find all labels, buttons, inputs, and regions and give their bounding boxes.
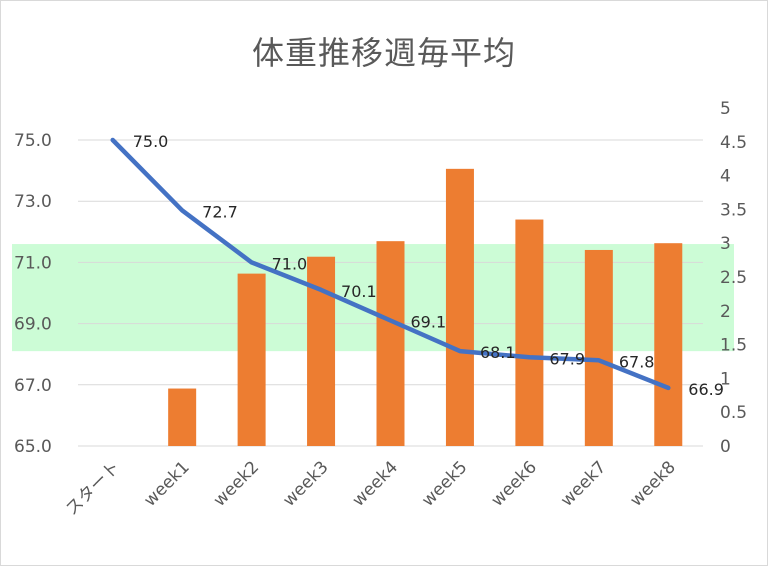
data-label: 71.0	[272, 254, 308, 273]
bar	[376, 241, 405, 446]
data-label: 69.1	[411, 313, 447, 332]
right-tick-label: 4	[720, 167, 731, 187]
data-label: 68.1	[480, 343, 516, 362]
bar	[168, 388, 197, 446]
x-tick-label: week6	[488, 457, 541, 510]
x-tick-label: week1	[140, 457, 193, 510]
left-tick-label: 65.0	[14, 437, 52, 457]
right-tick-label: 0.5	[720, 403, 747, 423]
data-label: 70.1	[341, 282, 377, 301]
target-band	[12, 244, 734, 352]
right-tick-label: 0	[720, 437, 731, 457]
data-label: 67.9	[549, 349, 585, 368]
left-tick-label: 67.0	[14, 376, 52, 396]
bar	[237, 273, 266, 446]
x-tick-label: week8	[626, 457, 679, 510]
bar	[445, 168, 474, 446]
x-tick-label: スタート	[62, 457, 124, 519]
x-tick-label: week3	[279, 457, 332, 510]
right-tick-label: 3	[720, 234, 731, 254]
weight-line	[110, 137, 671, 391]
data-label: 66.9	[688, 380, 724, 399]
right-tick-label: 3.5	[720, 200, 747, 220]
right-tick-label: 5	[720, 99, 731, 119]
data-label: 67.8	[619, 352, 655, 371]
right-tick-label: 2.5	[720, 268, 747, 288]
left-tick-label: 75.0	[14, 131, 52, 151]
x-tick-label: week2	[210, 457, 263, 510]
right-tick-label: 1	[720, 369, 731, 389]
data-label: 72.7	[202, 202, 238, 221]
x-tick-label: week7	[557, 457, 610, 510]
bar	[515, 219, 544, 446]
data-label: 75.0	[133, 132, 169, 151]
bar	[654, 243, 683, 446]
x-tick-label: week4	[349, 457, 402, 510]
left-tick-label: 71.0	[14, 253, 52, 273]
x-tick-label: week5	[418, 457, 471, 510]
right-tick-label: 2	[720, 302, 731, 322]
chart-title: 体重推移週毎平均	[251, 34, 516, 72]
left-tick-label: 73.0	[14, 192, 52, 212]
left-tick-label: 69.0	[14, 315, 52, 335]
right-tick-label: 4.5	[720, 133, 747, 153]
bar	[584, 249, 613, 446]
right-tick-label: 1.5	[720, 336, 747, 356]
